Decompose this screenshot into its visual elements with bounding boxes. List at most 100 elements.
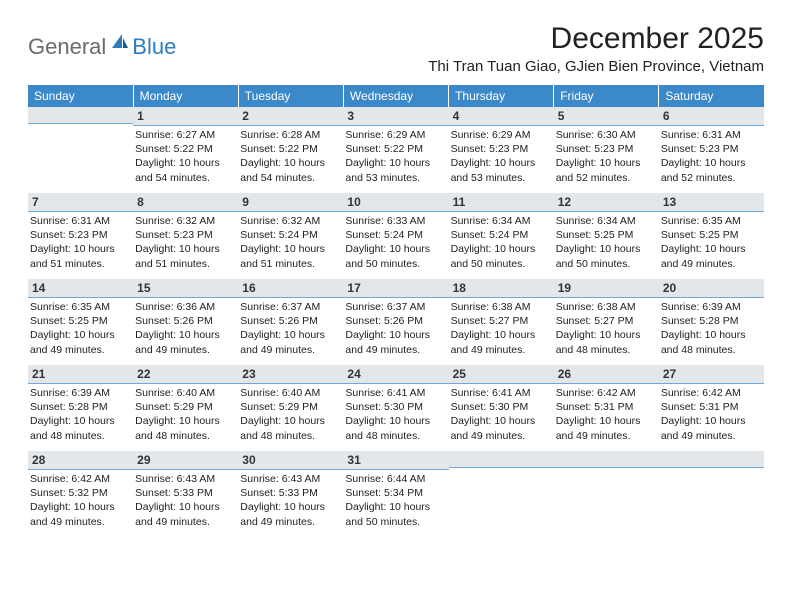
calendar-cell <box>659 451 764 537</box>
day-details: Sunrise: 6:31 AMSunset: 5:23 PMDaylight:… <box>28 212 133 271</box>
day-details: Sunrise: 6:34 AMSunset: 5:24 PMDaylight:… <box>449 212 554 271</box>
header: General Blue December 2025 Thi Tran Tuan… <box>28 18 764 81</box>
calendar-cell: 17Sunrise: 6:37 AMSunset: 5:26 PMDayligh… <box>343 279 448 365</box>
calendar-cell: 30Sunrise: 6:43 AMSunset: 5:33 PMDayligh… <box>238 451 343 537</box>
calendar-page: General Blue December 2025 Thi Tran Tuan… <box>0 0 792 547</box>
calendar-cell: 15Sunrise: 6:36 AMSunset: 5:26 PMDayligh… <box>133 279 238 365</box>
calendar-cell: 9Sunrise: 6:32 AMSunset: 5:24 PMDaylight… <box>238 193 343 279</box>
day-number: 1 <box>133 107 238 126</box>
day-details: Sunrise: 6:28 AMSunset: 5:22 PMDaylight:… <box>238 126 343 185</box>
day-details: Sunrise: 6:36 AMSunset: 5:26 PMDaylight:… <box>133 298 238 357</box>
day-number: 8 <box>133 193 238 212</box>
empty-day-bar <box>449 451 554 468</box>
calendar-cell: 6Sunrise: 6:31 AMSunset: 5:23 PMDaylight… <box>659 107 764 193</box>
calendar-cell: 22Sunrise: 6:40 AMSunset: 5:29 PMDayligh… <box>133 365 238 451</box>
calendar-cell: 12Sunrise: 6:34 AMSunset: 5:25 PMDayligh… <box>554 193 659 279</box>
day-details: Sunrise: 6:41 AMSunset: 5:30 PMDaylight:… <box>449 384 554 443</box>
calendar-row: 14Sunrise: 6:35 AMSunset: 5:25 PMDayligh… <box>28 279 764 365</box>
empty-day-bar <box>659 451 764 468</box>
calendar-cell: 3Sunrise: 6:29 AMSunset: 5:22 PMDaylight… <box>343 107 448 193</box>
calendar-cell <box>449 451 554 537</box>
logo: General Blue <box>28 32 176 61</box>
calendar-cell: 20Sunrise: 6:39 AMSunset: 5:28 PMDayligh… <box>659 279 764 365</box>
day-details: Sunrise: 6:33 AMSunset: 5:24 PMDaylight:… <box>343 212 448 271</box>
empty-day-bar <box>554 451 659 468</box>
calendar-cell: 18Sunrise: 6:38 AMSunset: 5:27 PMDayligh… <box>449 279 554 365</box>
day-number: 24 <box>343 365 448 384</box>
calendar-cell: 16Sunrise: 6:37 AMSunset: 5:26 PMDayligh… <box>238 279 343 365</box>
calendar-cell: 28Sunrise: 6:42 AMSunset: 5:32 PMDayligh… <box>28 451 133 537</box>
day-number: 18 <box>449 279 554 298</box>
day-number: 19 <box>554 279 659 298</box>
weekday-header: Wednesday <box>343 85 448 107</box>
logo-text-blue: Blue <box>132 34 176 60</box>
day-details: Sunrise: 6:35 AMSunset: 5:25 PMDaylight:… <box>659 212 764 271</box>
calendar-cell: 8Sunrise: 6:32 AMSunset: 5:23 PMDaylight… <box>133 193 238 279</box>
day-details: Sunrise: 6:42 AMSunset: 5:31 PMDaylight:… <box>554 384 659 443</box>
day-details: Sunrise: 6:38 AMSunset: 5:27 PMDaylight:… <box>449 298 554 357</box>
day-number: 13 <box>659 193 764 212</box>
calendar-cell: 7Sunrise: 6:31 AMSunset: 5:23 PMDaylight… <box>28 193 133 279</box>
calendar-row: 7Sunrise: 6:31 AMSunset: 5:23 PMDaylight… <box>28 193 764 279</box>
day-details: Sunrise: 6:32 AMSunset: 5:23 PMDaylight:… <box>133 212 238 271</box>
calendar-header-row: SundayMondayTuesdayWednesdayThursdayFrid… <box>28 85 764 107</box>
day-details: Sunrise: 6:39 AMSunset: 5:28 PMDaylight:… <box>28 384 133 443</box>
calendar-cell <box>554 451 659 537</box>
day-details: Sunrise: 6:43 AMSunset: 5:33 PMDaylight:… <box>133 470 238 529</box>
page-title: December 2025 <box>428 22 764 56</box>
calendar-cell: 10Sunrise: 6:33 AMSunset: 5:24 PMDayligh… <box>343 193 448 279</box>
day-number: 4 <box>449 107 554 126</box>
weekday-header: Monday <box>133 85 238 107</box>
day-number: 15 <box>133 279 238 298</box>
day-number: 30 <box>238 451 343 470</box>
calendar-cell: 23Sunrise: 6:40 AMSunset: 5:29 PMDayligh… <box>238 365 343 451</box>
day-number: 9 <box>238 193 343 212</box>
weekday-header: Saturday <box>659 85 764 107</box>
empty-day-bar <box>28 107 133 124</box>
calendar-cell: 21Sunrise: 6:39 AMSunset: 5:28 PMDayligh… <box>28 365 133 451</box>
calendar-cell: 29Sunrise: 6:43 AMSunset: 5:33 PMDayligh… <box>133 451 238 537</box>
calendar-row: 21Sunrise: 6:39 AMSunset: 5:28 PMDayligh… <box>28 365 764 451</box>
calendar-cell: 13Sunrise: 6:35 AMSunset: 5:25 PMDayligh… <box>659 193 764 279</box>
day-number: 29 <box>133 451 238 470</box>
calendar-cell: 14Sunrise: 6:35 AMSunset: 5:25 PMDayligh… <box>28 279 133 365</box>
day-number: 26 <box>554 365 659 384</box>
day-details: Sunrise: 6:32 AMSunset: 5:24 PMDaylight:… <box>238 212 343 271</box>
location-text: Thi Tran Tuan Giao, GJien Bien Province,… <box>428 58 764 75</box>
day-number: 28 <box>28 451 133 470</box>
title-block: December 2025 Thi Tran Tuan Giao, GJien … <box>428 18 764 81</box>
day-number: 14 <box>28 279 133 298</box>
day-number: 17 <box>343 279 448 298</box>
logo-text-general: General <box>28 34 106 60</box>
day-details: Sunrise: 6:41 AMSunset: 5:30 PMDaylight:… <box>343 384 448 443</box>
weekday-header: Friday <box>554 85 659 107</box>
day-details: Sunrise: 6:30 AMSunset: 5:23 PMDaylight:… <box>554 126 659 185</box>
day-details: Sunrise: 6:42 AMSunset: 5:32 PMDaylight:… <box>28 470 133 529</box>
day-details: Sunrise: 6:34 AMSunset: 5:25 PMDaylight:… <box>554 212 659 271</box>
calendar-body: 1Sunrise: 6:27 AMSunset: 5:22 PMDaylight… <box>28 107 764 537</box>
day-details: Sunrise: 6:31 AMSunset: 5:23 PMDaylight:… <box>659 126 764 185</box>
day-number: 31 <box>343 451 448 470</box>
calendar-cell: 11Sunrise: 6:34 AMSunset: 5:24 PMDayligh… <box>449 193 554 279</box>
calendar-row: 1Sunrise: 6:27 AMSunset: 5:22 PMDaylight… <box>28 107 764 193</box>
day-details: Sunrise: 6:39 AMSunset: 5:28 PMDaylight:… <box>659 298 764 357</box>
day-number: 22 <box>133 365 238 384</box>
calendar-cell <box>28 107 133 193</box>
calendar-cell: 31Sunrise: 6:44 AMSunset: 5:34 PMDayligh… <box>343 451 448 537</box>
calendar-cell: 24Sunrise: 6:41 AMSunset: 5:30 PMDayligh… <box>343 365 448 451</box>
day-details: Sunrise: 6:40 AMSunset: 5:29 PMDaylight:… <box>238 384 343 443</box>
day-number: 25 <box>449 365 554 384</box>
calendar-cell: 4Sunrise: 6:29 AMSunset: 5:23 PMDaylight… <box>449 107 554 193</box>
day-details: Sunrise: 6:43 AMSunset: 5:33 PMDaylight:… <box>238 470 343 529</box>
day-details: Sunrise: 6:44 AMSunset: 5:34 PMDaylight:… <box>343 470 448 529</box>
weekday-header: Sunday <box>28 85 133 107</box>
calendar-table: SundayMondayTuesdayWednesdayThursdayFrid… <box>28 85 764 537</box>
calendar-row: 28Sunrise: 6:42 AMSunset: 5:32 PMDayligh… <box>28 451 764 537</box>
day-number: 3 <box>343 107 448 126</box>
sail-icon <box>110 32 130 55</box>
day-number: 20 <box>659 279 764 298</box>
day-number: 23 <box>238 365 343 384</box>
calendar-cell: 27Sunrise: 6:42 AMSunset: 5:31 PMDayligh… <box>659 365 764 451</box>
calendar-cell: 1Sunrise: 6:27 AMSunset: 5:22 PMDaylight… <box>133 107 238 193</box>
day-number: 11 <box>449 193 554 212</box>
